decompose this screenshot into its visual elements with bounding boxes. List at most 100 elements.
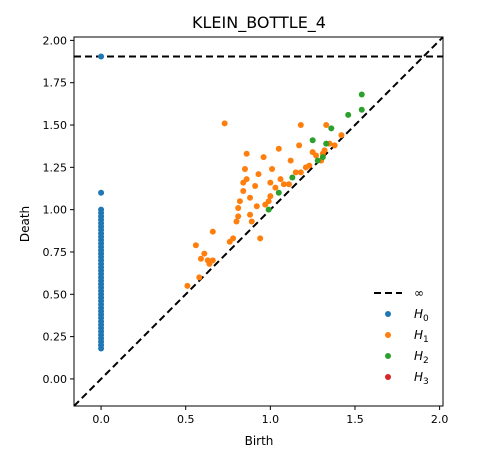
y-axis: 0.00 0.25 0.50 0.75 1.00 1.25 1.50 1.75 2.00 [43,34,74,386]
h2-point [358,91,365,98]
h2-point [345,111,352,118]
legend-item-h3: H3 [385,370,429,387]
h1-point [235,204,242,211]
h0-point [98,53,105,60]
axes-frame [73,36,444,407]
h1-point [184,282,191,289]
h1-point [196,274,203,281]
chart-title: KLEIN_BOTTLE_4 [192,13,326,33]
h1-point [236,198,243,205]
series-h1 [184,120,345,289]
h1-point [235,213,242,220]
h1-point [257,235,264,242]
h1-point [269,166,276,173]
h2-point [319,154,326,161]
h1-point [313,152,320,159]
legend-label: H1 [414,328,429,345]
h1-point [285,181,292,188]
h2-point [328,125,335,132]
h1-point [297,122,304,129]
h1-point [206,260,213,267]
h1-point [306,162,313,169]
h1-point [275,145,282,152]
y-tick-label: 0.50 [43,288,68,301]
legend-item-h2: H2 [385,349,429,366]
x-tick-label: 0.5 [177,413,195,426]
axes-border [73,36,444,407]
x-axis: 0.0 0.5 1.0 1.5 2.0 [92,406,448,426]
h0-point [98,189,105,196]
h2-point [289,174,296,181]
h1-point [267,193,274,200]
h1-point [260,154,267,161]
legend-dot-marker [385,311,391,317]
y-tick-label: 0.75 [43,246,68,259]
h1-point [331,142,338,149]
y-axis-label: Death [18,206,32,242]
h1-point [233,218,240,225]
h1-point [267,179,274,186]
h2-point [275,189,282,196]
h1-point [243,176,250,183]
y-tick-label: 0.25 [43,331,68,344]
h1-point [280,181,287,188]
h1-point [240,188,247,195]
h2-point [314,157,321,164]
h1-point [292,169,299,176]
legend-dot-marker [385,353,391,359]
h1-point [248,218,255,225]
legend: ∞ H0 H1 H2 H3 [374,286,429,387]
x-tick-label: 1.0 [262,413,280,426]
h1-point [253,203,260,210]
h1-point [247,194,254,201]
legend-item-h0: H0 [385,307,429,324]
h1-point [265,198,272,205]
x-tick-label: 1.5 [346,413,364,426]
x-axis-label: Birth [245,434,274,448]
h1-point [243,150,250,157]
y-tick-label: 1.00 [43,204,68,217]
h1-point [272,184,279,191]
legend-dot-marker [385,332,391,338]
h1-point [255,171,262,178]
y-tick-label: 1.25 [43,161,68,174]
y-tick-label: 0.00 [43,373,68,386]
h2-point [309,137,316,144]
series-h2 [265,91,365,213]
h1-point [209,228,216,235]
x-tick-label: 0.0 [92,413,110,426]
h1-point [323,122,330,129]
h1-point [277,176,284,183]
legend-label: ∞ [414,286,424,300]
h1-point [252,182,259,189]
h1-point [192,242,199,249]
diagonal-line [74,37,443,406]
h1-point [287,157,294,164]
h1-point [241,166,248,173]
h2-point [358,106,365,113]
plot-area [74,37,443,406]
h1-point [197,255,204,262]
h1-point [321,147,328,154]
y-tick-label: 1.75 [43,77,68,90]
h1-point [221,120,228,127]
h0-point [98,345,105,352]
h1-point [201,250,208,257]
legend-item-h1: H1 [385,328,429,345]
legend-item-inf: ∞ [374,286,424,300]
y-tick-label: 1.50 [43,119,68,132]
legend-label: H2 [414,349,429,366]
y-tick-label: 2.00 [43,34,68,47]
h1-point [230,235,237,242]
h1-point [338,132,345,139]
h1-point [297,169,304,176]
legend-dot-marker [385,374,391,380]
x-tick-label: 2.0 [431,413,449,426]
legend-label: H3 [414,370,429,387]
h1-point [247,211,254,218]
legend-label: H0 [414,307,429,324]
h2-point [265,206,272,213]
series-h0 [98,53,105,352]
